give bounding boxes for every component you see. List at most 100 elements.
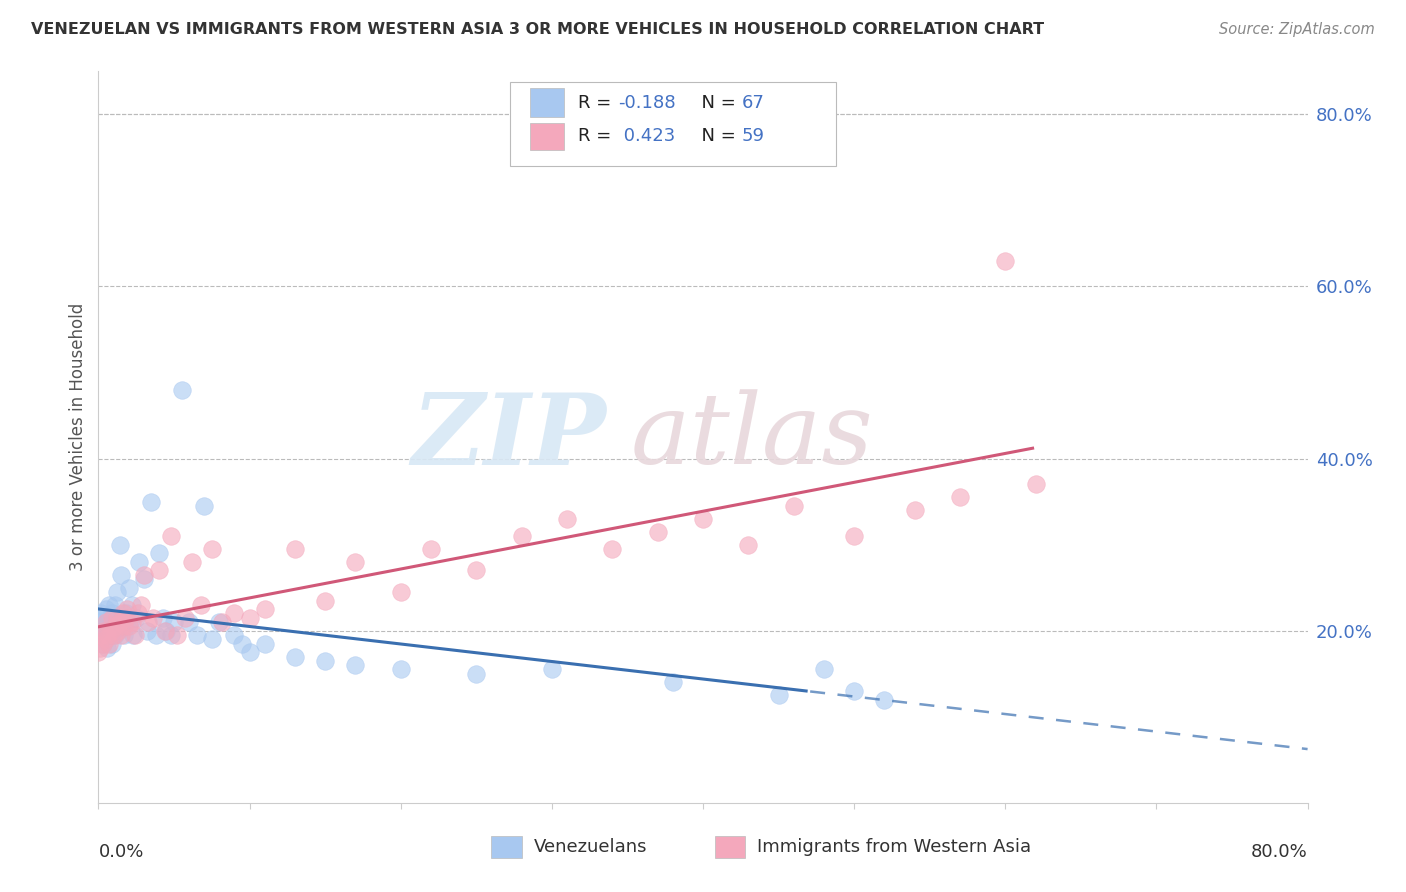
Point [186,628,208,642]
Point [179,615,201,629]
Point [135,624,157,638]
Point [128,555,150,569]
Point [844,684,866,698]
Point [96,628,118,642]
Point [253,602,276,616]
Point [136,615,159,629]
Point [118,619,141,633]
Point [160,628,183,642]
Text: R =: R = [578,94,617,112]
Point [125,611,148,625]
Point [96,640,118,655]
Text: ZIP: ZIP [412,389,606,485]
Text: 0.423: 0.423 [619,128,676,145]
Point [93,624,115,638]
Point [90,628,112,642]
Point [173,611,195,625]
FancyBboxPatch shape [509,82,837,167]
Text: 67: 67 [742,94,765,112]
Point [110,628,132,642]
Point [211,615,233,629]
Point [661,675,683,690]
Point [201,541,224,556]
Point [91,637,114,651]
Text: Immigrants from Western Asia: Immigrants from Western Asia [758,838,1032,855]
Point [224,628,246,642]
Point [152,611,174,625]
Bar [492,836,522,858]
Point [145,628,167,642]
Point [112,628,135,642]
Point [121,615,143,629]
Point [314,654,336,668]
Point [170,383,193,397]
Point [98,598,121,612]
Point [108,538,131,552]
Bar [716,836,745,858]
Point [114,607,136,621]
Text: N =: N = [690,94,741,112]
Point [208,615,231,629]
Point [692,512,714,526]
Point [783,499,806,513]
Point [813,662,835,676]
Point [101,607,124,621]
Point [114,611,136,625]
Point [111,615,134,629]
Text: 0.0%: 0.0% [98,843,143,861]
Point [153,624,176,638]
Point [844,529,866,543]
Point [100,624,122,638]
Point [107,624,129,638]
Point [190,598,212,612]
Point [253,637,276,651]
Point [465,564,488,578]
Point [103,615,125,629]
Point [94,628,117,642]
Point [100,628,122,642]
Point [181,555,204,569]
Text: atlas: atlas [630,390,873,484]
Point [344,658,367,673]
Point [98,637,121,651]
Point [107,624,129,638]
Point [103,624,125,638]
Point [239,645,262,659]
Point [132,572,155,586]
Point [949,491,972,505]
Point [115,619,138,633]
Point [90,607,112,621]
Point [602,541,624,556]
Text: 80.0%: 80.0% [1251,843,1308,861]
Point [98,624,121,638]
Point [201,632,224,647]
Point [768,688,790,702]
Point [127,607,149,621]
Point [389,662,412,676]
Point [873,692,896,706]
Point [284,541,307,556]
Point [344,555,367,569]
Point [101,637,124,651]
Point [540,662,562,676]
Text: Venezuelans: Venezuelans [534,838,647,855]
Point [647,524,669,539]
Text: R =: R = [578,128,617,145]
Point [166,628,188,642]
Point [122,628,145,642]
Point [118,581,141,595]
Point [104,619,127,633]
Point [1024,477,1046,491]
Point [111,607,134,621]
Point [904,503,927,517]
Point [148,564,170,578]
Point [142,611,165,625]
Point [155,624,177,638]
Point [124,628,146,642]
Point [193,499,215,513]
Point [555,512,578,526]
Point [389,585,412,599]
Point [105,611,128,625]
Point [510,529,533,543]
Text: VENEZUELAN VS IMMIGRANTS FROM WESTERN ASIA 3 OR MORE VEHICLES IN HOUSEHOLD CORRE: VENEZUELAN VS IMMIGRANTS FROM WESTERN AS… [31,22,1045,37]
